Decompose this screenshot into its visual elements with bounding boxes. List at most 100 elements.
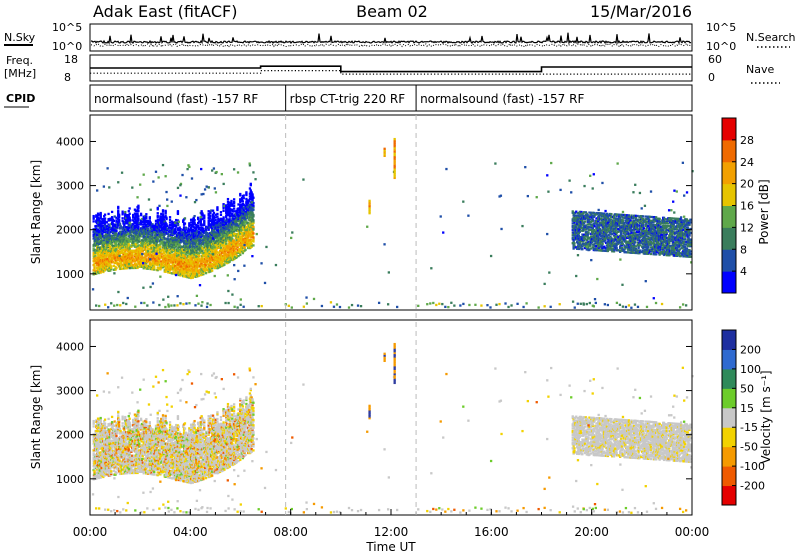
power-cell <box>133 216 137 219</box>
power-cell <box>111 245 115 248</box>
power-cell <box>160 226 163 229</box>
power-cell <box>102 256 105 259</box>
power-cell <box>121 255 124 258</box>
power-cell <box>247 199 251 203</box>
power-cell <box>234 224 238 228</box>
power-cell <box>199 235 202 238</box>
power-cell <box>138 246 141 250</box>
power-cell <box>214 213 217 216</box>
power-cell <box>577 237 581 240</box>
power-cell <box>206 256 209 260</box>
power-cell <box>596 233 599 236</box>
power-cell <box>572 243 575 246</box>
power-cell <box>158 204 161 208</box>
power-cell <box>592 234 595 237</box>
power-cell <box>207 219 210 222</box>
power-cell <box>198 264 202 268</box>
power-cell <box>203 223 206 227</box>
power-cell <box>182 236 186 240</box>
power-cell <box>581 248 584 251</box>
power-cell <box>212 211 216 215</box>
power-cell <box>155 254 159 257</box>
power-cell <box>93 267 96 270</box>
power-cell <box>135 252 138 255</box>
power-cell <box>138 244 141 247</box>
power-cell <box>225 244 229 248</box>
power-cell <box>175 244 178 247</box>
power-cell <box>188 223 191 226</box>
power-cell <box>163 224 166 227</box>
power-cell <box>132 216 135 219</box>
power-cell <box>212 219 216 223</box>
power-cell <box>223 227 226 231</box>
power-cell <box>248 232 252 235</box>
power-cell <box>579 218 582 222</box>
power-cell <box>109 254 112 258</box>
power-cell <box>587 216 590 219</box>
power-cell <box>160 265 163 269</box>
power-cell <box>195 198 198 202</box>
power-cell <box>108 232 111 235</box>
power-cell <box>156 206 159 210</box>
power-cell <box>223 223 226 227</box>
power-cell <box>168 263 171 266</box>
power-cell <box>162 229 166 232</box>
power-cell <box>114 260 117 263</box>
power-cell <box>203 219 206 223</box>
cpid-segment-label: normalsound (fast) -157 RF <box>94 92 258 106</box>
power-cell <box>106 236 109 240</box>
power-cell <box>250 191 253 194</box>
power-cell <box>221 241 224 245</box>
power-cell <box>112 234 116 237</box>
power-cell <box>615 246 618 249</box>
power-cell <box>218 251 221 254</box>
power-cell <box>160 231 163 234</box>
power-cell <box>140 243 144 246</box>
power-cell <box>117 224 120 227</box>
power-cell <box>99 213 102 216</box>
power-cell <box>174 241 177 244</box>
power-cell <box>160 223 164 226</box>
power-cell <box>168 221 172 224</box>
power-cell <box>96 248 99 251</box>
power-cell <box>103 222 107 226</box>
power-cell <box>167 232 170 236</box>
power-cell <box>96 212 100 215</box>
power-cell <box>207 220 210 223</box>
power-cell <box>589 214 592 217</box>
power-cell <box>92 217 95 220</box>
power-cell <box>175 260 179 263</box>
power-cell <box>136 208 139 211</box>
power-cell <box>144 254 147 257</box>
power-cell <box>249 182 252 186</box>
power-cell <box>189 260 193 264</box>
power-cell <box>124 218 128 221</box>
power-cell <box>131 224 134 227</box>
power-cell <box>112 258 116 261</box>
power-cell <box>579 225 582 228</box>
power-cell <box>142 236 145 239</box>
power-cell <box>116 225 119 229</box>
power-cell <box>119 262 123 265</box>
power-cell <box>118 250 122 253</box>
power-cell <box>128 207 131 210</box>
power-cell <box>218 219 221 223</box>
power-cell <box>245 192 248 195</box>
power-cell <box>574 230 577 233</box>
power-cell <box>103 229 107 232</box>
power-cell <box>207 255 210 258</box>
power-cell <box>145 223 148 226</box>
power-cell <box>175 270 179 274</box>
power-cell <box>137 217 140 221</box>
power-cell <box>176 219 180 222</box>
power-cell <box>164 211 167 214</box>
power-cell <box>576 230 580 233</box>
power-cell <box>146 254 150 257</box>
power-cell <box>161 214 165 217</box>
power-cell <box>591 239 595 242</box>
power-cell <box>209 242 212 245</box>
power-cell <box>132 219 135 222</box>
power-cell <box>185 248 188 251</box>
power-cell <box>161 264 165 268</box>
power-cell <box>590 235 594 238</box>
